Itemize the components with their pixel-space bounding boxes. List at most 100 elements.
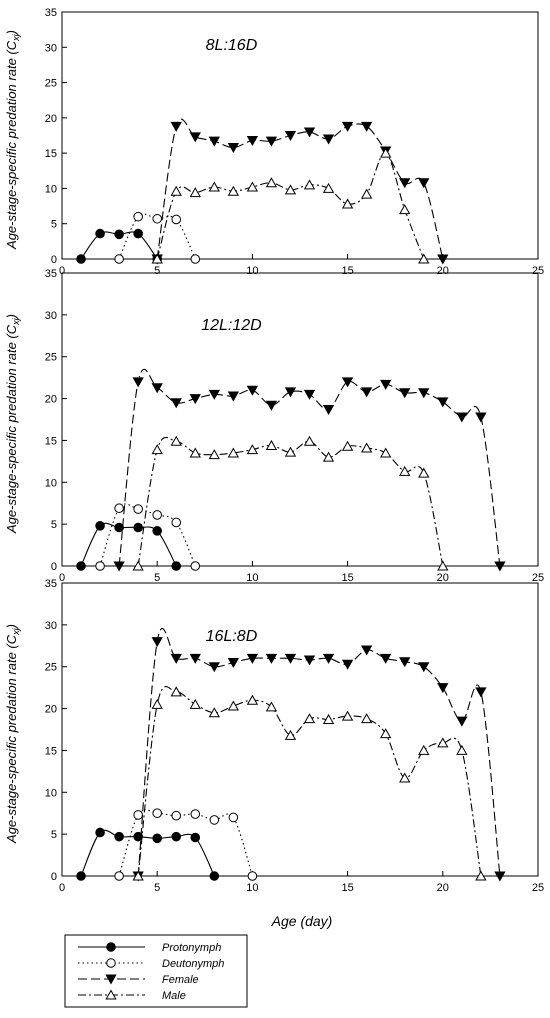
data-point-female — [437, 254, 449, 265]
y-tick-label: 5 — [51, 829, 57, 841]
data-point-protonymph — [171, 561, 182, 571]
data-point-male — [265, 177, 278, 188]
filled-circle-icon — [106, 942, 116, 952]
data-point-male — [151, 253, 163, 264]
data-point-female — [303, 389, 316, 400]
data-point-female — [418, 662, 430, 673]
x-tick-label: 0 — [59, 882, 65, 894]
y-axis-label-text: Age-stage-specific predation rate (C — [4, 40, 19, 250]
data-point-female — [456, 412, 468, 423]
data-point-deutonymph — [171, 517, 182, 528]
data-point-male — [227, 185, 240, 196]
data-point-protonymph — [76, 871, 86, 881]
open-circle-icon — [106, 958, 116, 968]
data-point-male — [341, 198, 354, 209]
y-tick-label: 25 — [45, 78, 57, 90]
data-point-female — [265, 136, 278, 147]
data-point-male — [380, 447, 392, 458]
data-point-protonymph — [95, 521, 105, 531]
data-point-male — [341, 710, 354, 721]
data-point-female — [189, 394, 201, 405]
series-female — [113, 368, 506, 572]
data-point-male — [208, 181, 220, 192]
data-point-female — [341, 121, 354, 132]
x-tick-label: 10 — [246, 265, 258, 277]
data-point-deutonymph — [133, 810, 143, 820]
data-point-female — [437, 683, 449, 694]
data-point-protonymph — [152, 526, 162, 536]
data-point-female — [170, 121, 182, 132]
data-point-male — [170, 185, 182, 196]
data-point-female — [341, 377, 354, 388]
data-point-deutonymph — [152, 808, 162, 819]
y-tick-label: 30 — [45, 42, 57, 54]
series-female — [132, 628, 506, 882]
data-point-deutonymph — [152, 213, 162, 224]
data-point-female — [399, 178, 411, 189]
data-point-female — [151, 637, 163, 648]
data-point-deutonymph — [190, 561, 201, 571]
data-point-male — [132, 560, 144, 571]
data-point-male — [170, 686, 182, 697]
data-point-deutonymph — [114, 503, 124, 514]
y-axis-label-text: Age-stage-specific predation rate (C — [4, 634, 19, 844]
data-point-female — [246, 653, 259, 664]
data-point-female — [322, 134, 335, 145]
data-point-protonymph — [114, 831, 124, 842]
y-axis-label-subscript: xj — [11, 627, 21, 636]
x-tick-label: 20 — [437, 265, 449, 277]
data-point-female — [475, 412, 487, 423]
data-point-male — [360, 713, 373, 724]
y-axis-label-text: Age-stage-specific predation rate (C — [4, 324, 19, 534]
y-tick-label: 25 — [45, 662, 57, 674]
data-point-female — [246, 135, 259, 146]
data-point-deutonymph — [133, 211, 143, 222]
legend-label-deutonymph: Deutonymph — [162, 958, 224, 970]
y-tick-label: 30 — [45, 620, 57, 632]
data-point-female — [303, 655, 316, 666]
data-point-female — [189, 132, 201, 143]
data-point-protonymph — [114, 522, 124, 533]
data-point-female — [418, 178, 430, 189]
data-point-male — [360, 188, 373, 199]
y-tick-label: 5 — [51, 519, 57, 531]
data-point-deutonymph — [171, 214, 182, 225]
y-axis-label-close: ) — [4, 624, 19, 630]
x-tick-label: 25 — [532, 265, 544, 277]
data-point-protonymph — [171, 831, 182, 842]
series-line-female — [137, 628, 501, 877]
panel-3: 0 5 10 15 20 25 30 35 0 5 10 15 20 25 16L:8D Age-stage-… — [4, 578, 544, 894]
x-tick-label: 25 — [532, 572, 544, 584]
data-point-male — [265, 701, 278, 712]
panel-title: 16L:8D — [206, 628, 258, 645]
data-point-protonymph — [133, 522, 143, 533]
data-point-male — [208, 449, 220, 460]
data-point-protonymph — [95, 228, 105, 239]
data-point-male — [322, 713, 335, 724]
data-point-male — [380, 728, 392, 739]
data-point-male — [418, 253, 430, 264]
plot-frame — [61, 11, 539, 260]
x-tick-label: 5 — [154, 882, 160, 894]
y-axis-label-close: ) — [4, 314, 19, 320]
data-point-male — [284, 184, 297, 195]
data-point-female — [380, 653, 392, 664]
data-point-female — [399, 388, 411, 399]
data-point-protonymph — [95, 827, 105, 838]
data-point-female — [265, 400, 278, 411]
data-point-female — [322, 404, 335, 415]
x-tick-label: 15 — [341, 882, 353, 894]
data-point-female — [284, 387, 297, 398]
series-line-male — [137, 436, 444, 567]
data-point-female — [208, 389, 220, 400]
data-point-male — [456, 744, 468, 755]
data-point-female — [132, 377, 144, 388]
data-point-deutonymph — [190, 254, 201, 264]
data-point-male — [303, 179, 316, 190]
data-point-male — [227, 700, 240, 711]
series-protonymph — [76, 827, 220, 881]
x-tick-label: 5 — [154, 572, 160, 584]
series-protonymph — [76, 521, 182, 571]
